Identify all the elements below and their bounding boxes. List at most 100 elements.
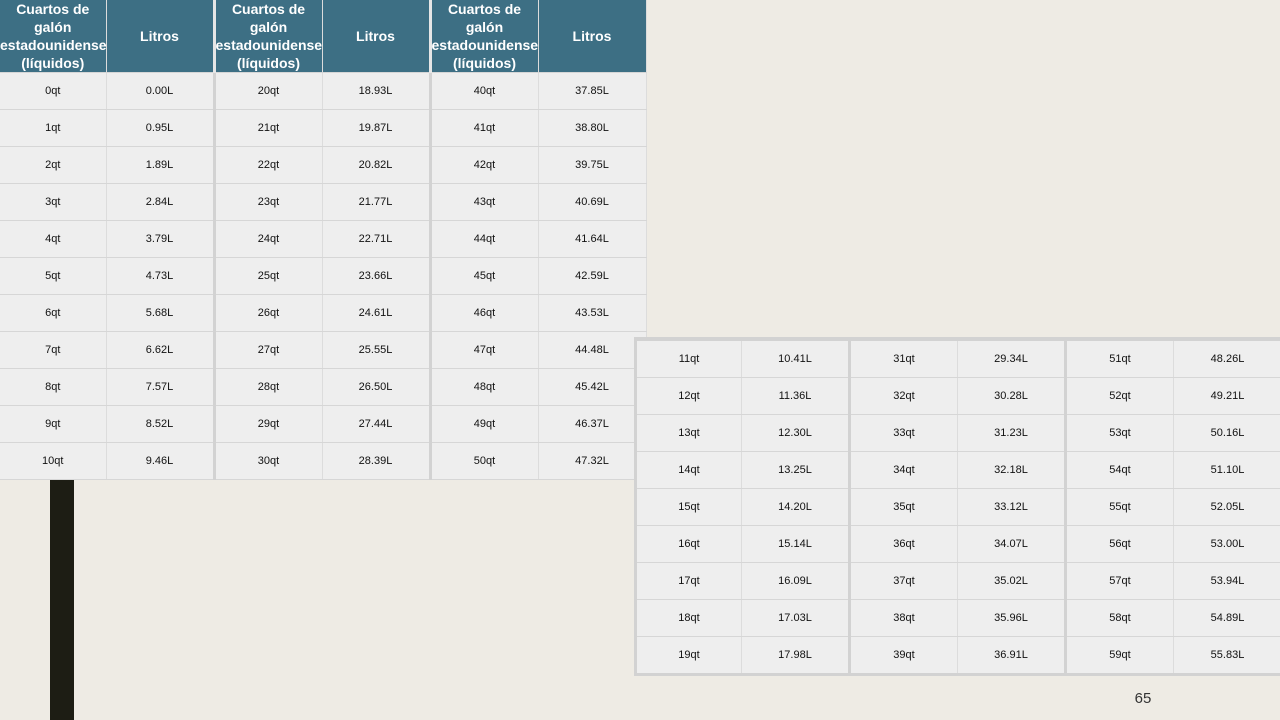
liters-cell: 29.34L [957,337,1066,378]
table-header-row: Cuartos de galón estadounidenses (líquid… [0,0,647,73]
liters-cell: 34.07L [957,525,1066,563]
liters-cell: 48.26L [1173,337,1280,378]
liters-cell: 8.52L [106,405,215,443]
quarts-cell: 16qt [635,525,742,563]
quarts-cell: 37qt [848,562,958,600]
liters-cell: 0.00L [106,72,215,110]
page-number: 65 [1134,690,1152,707]
quarts-cell: 34qt [848,451,958,489]
liters-cell: 37.85L [538,72,647,110]
liters-cell: 30.28L [957,377,1066,415]
table-row: 11qt 10.41L 31qt 29.34L 51qt 48.26L [635,337,1280,378]
liters-cell: 22.71L [322,220,431,258]
quarts-cell: 22qt [212,146,323,184]
conversion-table-top: Cuartos de galón estadounidenses (líquid… [0,0,647,480]
liters-cell: 18.93L [322,72,431,110]
liters-cell: 55.83L [1173,636,1280,675]
liters-cell: 9.46L [106,442,215,480]
liters-cell: 47.32L [538,442,647,480]
liters-cell: 50.16L [1173,414,1280,452]
quarts-cell: 35qt [848,488,958,526]
liters-header: Litros [106,0,215,73]
liters-cell: 10.41L [741,337,850,378]
liters-cell: 23.66L [322,257,431,295]
liters-cell: 53.00L [1173,525,1280,563]
quarts-cell: 26qt [212,294,323,332]
table-row: 18qt 17.03L 38qt 35.96L 58qt 54.89L [635,599,1280,637]
quarts-cell: 20qt [212,72,323,110]
liters-cell: 14.20L [741,488,850,526]
liters-cell: 1.89L [106,146,215,184]
quarts-cell: 18qt [635,599,742,637]
liters-cell: 20.82L [322,146,431,184]
quarts-cell: 53qt [1064,414,1174,452]
quarts-cell: 8qt [0,368,107,406]
quarts-cell: 41qt [428,109,539,147]
quarts-cell: 39qt [848,636,958,675]
liters-cell: 26.50L [322,368,431,406]
quarts-header: Cuartos de galón estadounidenses (líquid… [428,0,539,73]
quarts-cell: 46qt [428,294,539,332]
quarts-cell: 29qt [212,405,323,443]
quarts-cell: 38qt [848,599,958,637]
liters-cell: 32.18L [957,451,1066,489]
quarts-cell: 57qt [1064,562,1174,600]
table-row: 7qt 6.62L 27qt 25.55L 47qt 44.48L [0,331,647,369]
quarts-cell: 58qt [1064,599,1174,637]
liters-cell: 33.12L [957,488,1066,526]
quarts-cell: 42qt [428,146,539,184]
quarts-cell: 36qt [848,525,958,563]
quarts-header: Cuartos de galón estadounidenses (líquid… [0,0,107,73]
quarts-cell: 49qt [428,405,539,443]
quarts-cell: 43qt [428,183,539,221]
quarts-cell: 24qt [212,220,323,258]
table-row: 1qt 0.95L 21qt 19.87L 41qt 38.80L [0,109,647,147]
quarts-header: Cuartos de galón estadounidenses (líquid… [212,0,323,73]
liters-cell: 28.39L [322,442,431,480]
table-row: 4qt 3.79L 24qt 22.71L 44qt 41.64L [0,220,647,258]
liters-cell: 41.64L [538,220,647,258]
table-row: 2qt 1.89L 22qt 20.82L 42qt 39.75L [0,146,647,184]
table-row: 6qt 5.68L 26qt 24.61L 46qt 43.53L [0,294,647,332]
liters-cell: 44.48L [538,331,647,369]
table-row: 8qt 7.57L 28qt 26.50L 48qt 45.42L [0,368,647,406]
liters-cell: 36.91L [957,636,1066,675]
liters-cell: 2.84L [106,183,215,221]
liters-cell: 45.42L [538,368,647,406]
liters-cell: 24.61L [322,294,431,332]
table-row: 13qt 12.30L 33qt 31.23L 53qt 50.16L [635,414,1280,452]
table-row: 9qt 8.52L 29qt 27.44L 49qt 46.37L [0,405,647,443]
table-body: 0qt 0.00L 20qt 18.93L 40qt 37.85L 1qt 0.95L 21qt… [0,72,647,480]
table-row: 5qt 4.73L 25qt 23.66L 45qt 42.59L [0,257,647,295]
quarts-cell: 50qt [428,442,539,480]
liters-cell: 3.79L [106,220,215,258]
table-row: 12qt 11.36L 32qt 30.28L 52qt 49.21L [635,377,1280,415]
liters-cell: 53.94L [1173,562,1280,600]
liters-cell: 6.62L [106,331,215,369]
quarts-cell: 21qt [212,109,323,147]
conversion-table-bottom: 11qt 10.41L 31qt 29.34L 51qt 48.26L 12qt 11.36L… [634,337,1280,676]
table-row: 10qt 9.46L 30qt 28.39L 50qt 47.32L [0,442,647,480]
quarts-cell: 23qt [212,183,323,221]
liters-cell: 39.75L [538,146,647,184]
quarts-cell: 44qt [428,220,539,258]
quarts-cell: 15qt [635,488,742,526]
table-row: 3qt 2.84L 23qt 21.77L 43qt 40.69L [0,183,647,221]
quarts-cell: 48qt [428,368,539,406]
liters-cell: 0.95L [106,109,215,147]
liters-cell: 46.37L [538,405,647,443]
table-row: 14qt 13.25L 34qt 32.18L 54qt 51.10L [635,451,1280,489]
liters-cell: 13.25L [741,451,850,489]
table-row: 15qt 14.20L 35qt 33.12L 55qt 52.05L [635,488,1280,526]
quarts-cell: 13qt [635,414,742,452]
quarts-cell: 12qt [635,377,742,415]
quarts-cell: 4qt [0,220,107,258]
quarts-cell: 56qt [1064,525,1174,563]
quarts-cell: 11qt [635,337,742,378]
quarts-cell: 30qt [212,442,323,480]
quarts-cell: 9qt [0,405,107,443]
quarts-cell: 5qt [0,257,107,295]
liters-header: Litros [322,0,431,73]
liters-cell: 42.59L [538,257,647,295]
liters-cell: 49.21L [1173,377,1280,415]
